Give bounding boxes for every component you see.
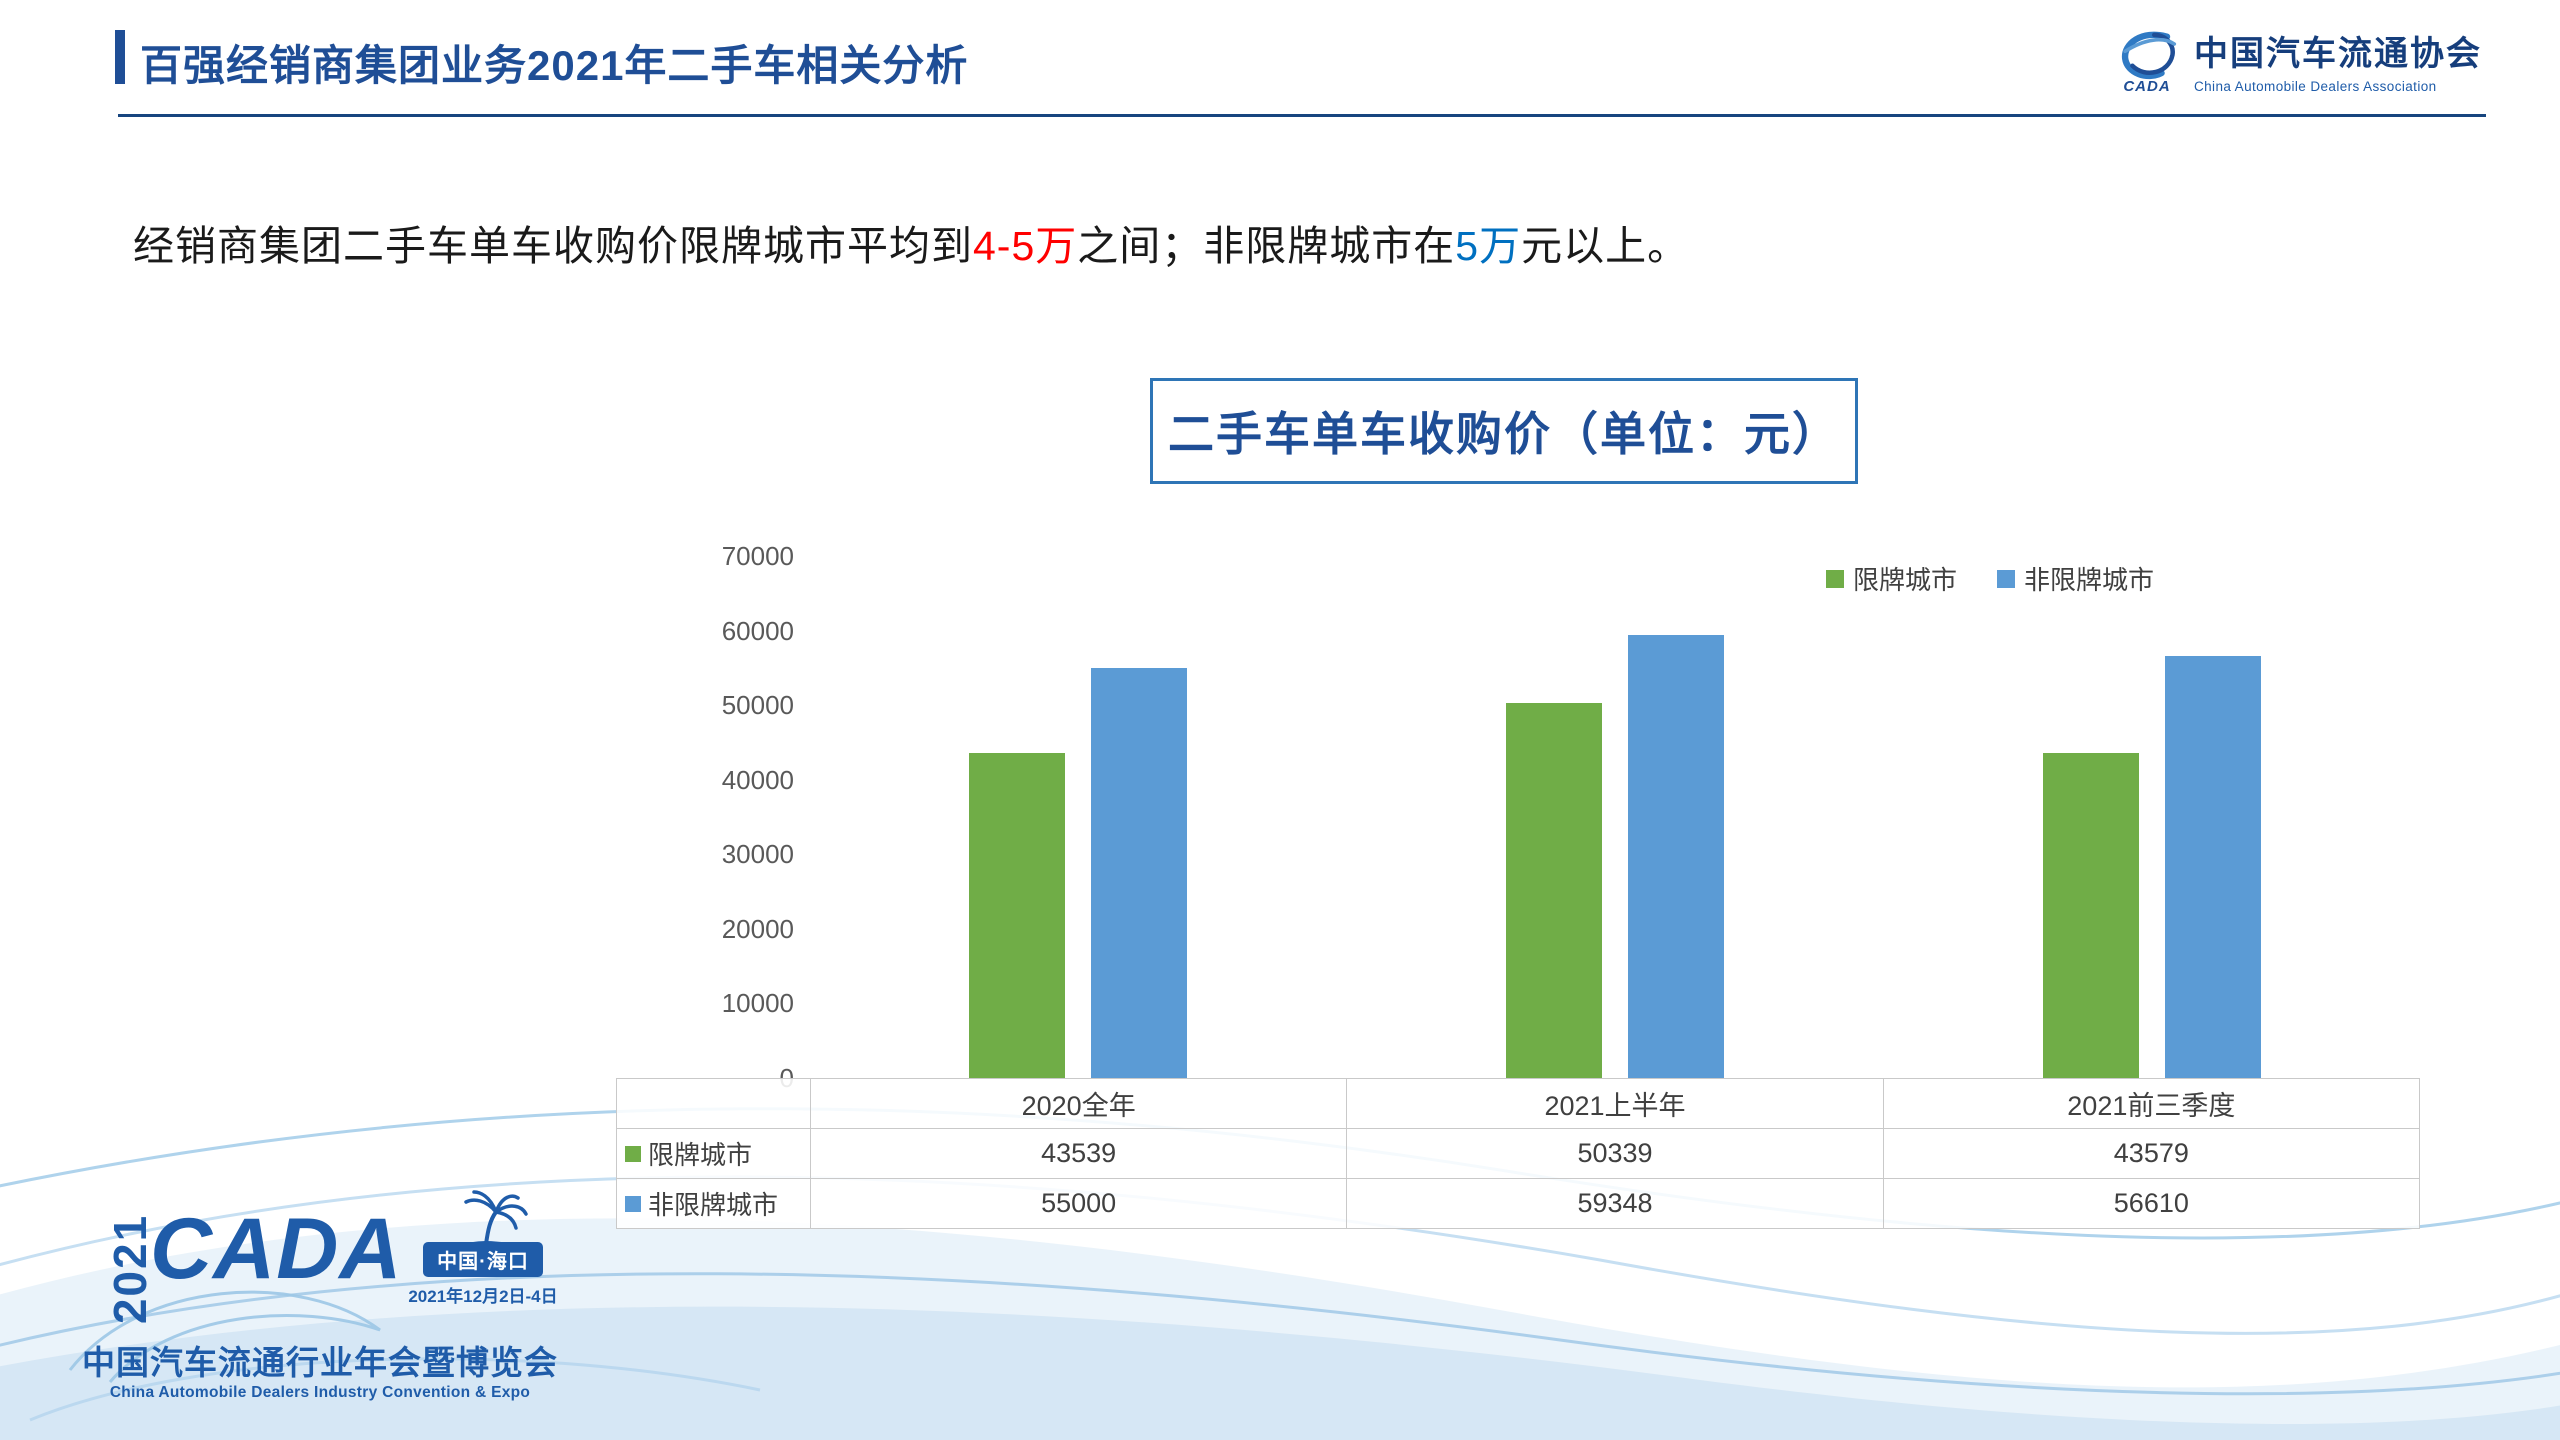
y-axis-tick-label: 30000	[721, 839, 794, 870]
org-name-cn: 中国汽车流通协会	[2194, 34, 2482, 73]
table-row-限牌城市: 限牌城市 43539 50339 43579	[616, 1128, 2421, 1179]
chart-legend: 限牌城市 非限牌城市	[1825, 560, 2154, 597]
intro-part1: 经销商集团二手车单车收购价限牌城市平均到	[133, 223, 973, 269]
table-header-row: 2020全年 2021上半年 2021前三季度	[616, 1078, 2421, 1129]
table-category-header: 2021前三季度	[1882, 1078, 2421, 1129]
intro-part2: 之间；非限牌城市在	[1077, 223, 1456, 269]
series-swatch-icon	[625, 1195, 641, 1212]
title-accent-bar	[115, 30, 125, 84]
chart-data-table: 2020全年 2021上半年 2021前三季度限牌城市 43539 50339 43579…	[616, 1078, 2421, 1229]
y-axis-tick-label: 10000	[721, 988, 794, 1019]
legend-item-非限牌城市: 非限牌城市	[1996, 560, 2154, 597]
chart-bars	[810, 556, 2420, 1078]
background-waves-decoration	[0, 1107, 2560, 1440]
table-value-cell: 55000	[809, 1178, 1348, 1229]
y-axis-tick-label: 20000	[721, 913, 794, 944]
legend-label: 限牌城市	[1852, 565, 1957, 595]
chart-title-box: 二手车单车收购价（单位：元）	[1150, 378, 1858, 484]
series-name-label: 限牌城市	[648, 1140, 753, 1170]
bar-group-2021上半年	[1347, 635, 1884, 1078]
chart-plot-area: 限牌城市 非限牌城市	[810, 556, 2420, 1078]
bar-非限牌城市-2021上半年	[1628, 635, 1724, 1078]
bar-限牌城市-2021前三季度	[2042, 753, 2139, 1078]
table-category-header: 2021上半年	[1346, 1078, 1884, 1129]
footer-location-badge: 中国·海口 2021年12月2日-4日	[388, 1188, 578, 1307]
bar-限牌城市-2021上半年	[1506, 703, 1602, 1078]
table-value-cell: 43539	[809, 1128, 1348, 1179]
intro-sentence: 经销商集团二手车单车收购价限牌城市平均到4-5万之间；非限牌城市在5万元以上。	[133, 212, 1689, 272]
footer-event-name-en: China Automobile Dealers Industry Conven…	[109, 1384, 531, 1401]
table-value-cell: 43579	[1882, 1128, 2421, 1179]
y-axis-tick-label: 60000	[721, 615, 794, 646]
y-axis-tick-label: 50000	[721, 690, 794, 721]
bar-限牌城市-2020全年	[969, 753, 1066, 1078]
legend-swatch-icon	[1996, 569, 2015, 588]
table-category-header: 2020全年	[809, 1078, 1348, 1129]
cada-logo-icon: CADA	[2114, 24, 2180, 95]
series-name-label: 非限牌城市	[648, 1190, 779, 1220]
header-divider	[118, 114, 2486, 117]
chart-y-axis: 010000200003000040000500006000070000	[0, 543, 794, 1091]
chart-title: 二手车单车收购价（单位：元）	[1168, 408, 1840, 460]
footer-date-label: 2021年12月2日-4日	[408, 1287, 558, 1306]
org-name-en: China Automobile Dealers Association	[2194, 78, 2437, 94]
table-row-label: 限牌城市	[616, 1128, 811, 1179]
bar-非限牌城市-2021前三季度	[2164, 656, 2261, 1078]
cada-logo-mark-label: CADA	[2123, 78, 2171, 95]
table-corner-cell	[616, 1078, 811, 1129]
footer-event-name-cn: 中国汽车流通行业年会暨博览会	[82, 1344, 558, 1381]
intro-highlight-red: 4-5万	[973, 223, 1078, 269]
legend-swatch-icon	[1825, 569, 1844, 588]
y-axis-tick-label: 70000	[721, 541, 794, 571]
footer-location-label: 中国·海口	[423, 1242, 543, 1277]
table-row-label: 非限牌城市	[616, 1178, 811, 1229]
y-axis-tick-label: 40000	[721, 764, 794, 795]
table-row-非限牌城市: 非限牌城市 55000 59348 56610	[616, 1178, 2421, 1229]
palm-tree-icon	[458, 1190, 528, 1248]
intro-highlight-blue: 5万	[1455, 223, 1522, 269]
org-logo: CADA 中国汽车流通协会 China Automobile Dealers A…	[2114, 24, 2482, 95]
table-value-cell: 50339	[1346, 1128, 1884, 1179]
intro-part3: 元以上。	[1521, 223, 1690, 269]
org-logo-text: 中国汽车流通协会 China Automobile Dealers Associ…	[2194, 26, 2482, 94]
table-value-cell: 56610	[1882, 1178, 2421, 1229]
bar-group-2020全年	[810, 668, 1347, 1078]
series-swatch-icon	[625, 1145, 641, 1162]
page-title: 百强经销商集团业务2021年二手车相关分析	[140, 42, 969, 89]
footer-logo-year: 2021	[104, 1213, 156, 1325]
legend-item-限牌城市: 限牌城市	[1825, 560, 1957, 597]
bar-非限牌城市-2020全年	[1091, 668, 1188, 1078]
legend-label: 非限牌城市	[2023, 565, 2154, 595]
table-value-cell: 59348	[1346, 1178, 1884, 1229]
footer-logo-brand: CADA	[150, 1201, 403, 1297]
bar-group-2021前三季度	[1883, 656, 2420, 1078]
